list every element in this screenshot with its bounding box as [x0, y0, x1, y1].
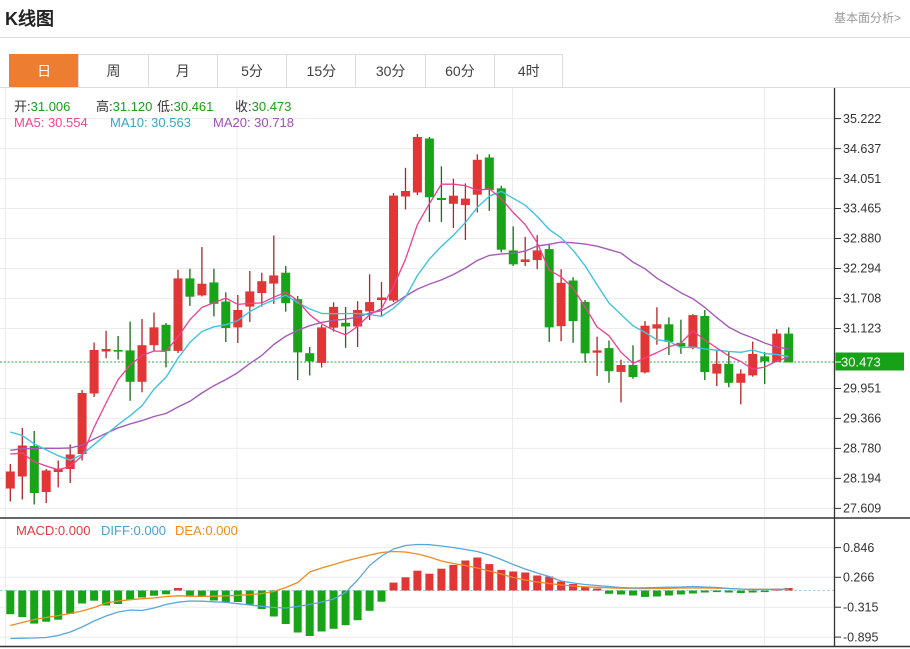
svg-text:32.880: 32.880	[843, 232, 881, 246]
svg-text:0.846: 0.846	[843, 541, 874, 555]
svg-text:31.708: 31.708	[843, 292, 881, 306]
svg-text:33.465: 33.465	[843, 202, 881, 216]
svg-text:34.637: 34.637	[843, 142, 881, 156]
svg-text:29.951: 29.951	[843, 382, 881, 396]
svg-text:29.366: 29.366	[843, 412, 881, 426]
svg-text:32.294: 32.294	[843, 262, 881, 276]
svg-text:30.473: 30.473	[841, 355, 881, 370]
svg-text:-0.315: -0.315	[843, 600, 878, 614]
svg-text:0.266: 0.266	[843, 571, 874, 585]
svg-text:-0.895: -0.895	[843, 630, 878, 644]
svg-text:27.609: 27.609	[843, 502, 881, 516]
svg-text:35.222: 35.222	[843, 112, 881, 126]
svg-text:28.194: 28.194	[843, 472, 881, 486]
svg-text:31.123: 31.123	[843, 322, 881, 336]
svg-text:34.051: 34.051	[843, 172, 881, 186]
svg-text:28.780: 28.780	[843, 442, 881, 456]
